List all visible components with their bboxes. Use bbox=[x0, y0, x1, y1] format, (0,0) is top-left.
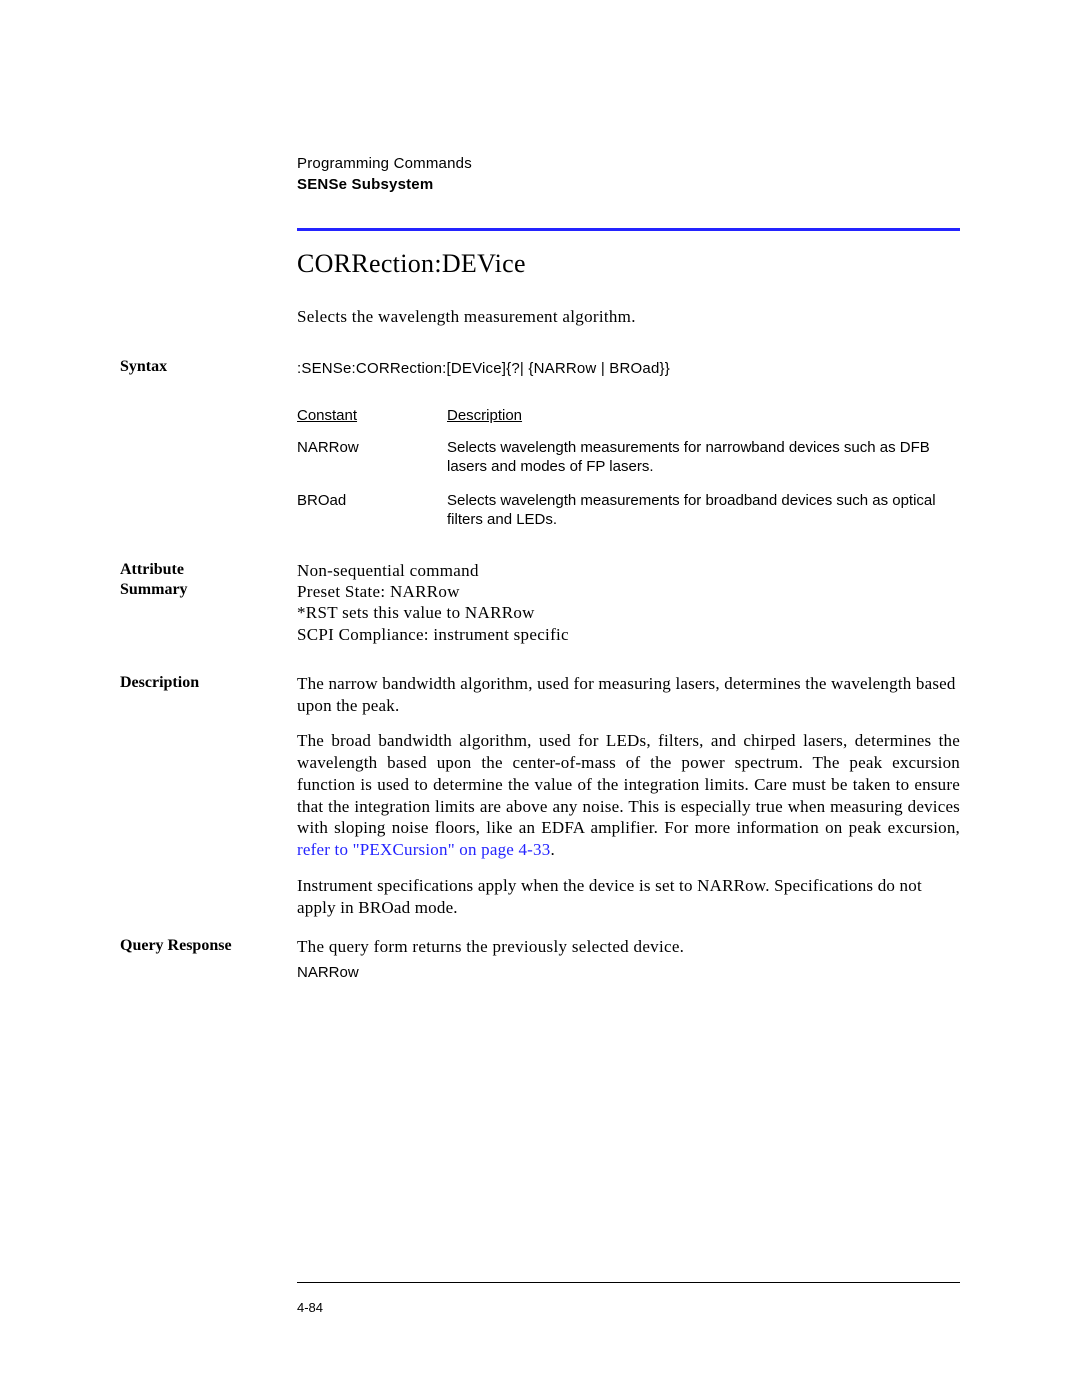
constant-name: BROad bbox=[297, 491, 447, 530]
attribute-row: Attribute Summary Non-sequential command… bbox=[120, 560, 960, 645]
page-header: Programming Commands SENSe Subsystem bbox=[297, 155, 960, 193]
page: Programming Commands SENSe Subsystem COR… bbox=[0, 0, 1080, 1397]
command-title: CORRection:DEVice bbox=[297, 249, 960, 279]
description-row: Description The narrow bandwidth algorit… bbox=[120, 673, 960, 919]
command-intro: Selects the wavelength measurement algor… bbox=[297, 307, 960, 327]
description-para-2-text: The broad bandwidth algorithm, used for … bbox=[297, 731, 960, 837]
attribute-line: Non-sequential command bbox=[297, 560, 960, 581]
description-label: Description bbox=[120, 673, 297, 693]
description-content: The narrow bandwidth algorithm, used for… bbox=[297, 673, 960, 919]
breadcrumb: Programming Commands bbox=[297, 155, 960, 172]
attribute-line: Preset State: NARRow bbox=[297, 581, 960, 602]
syntax-text: :SENSe:CORRection:[DEVice]{?| {NARRow | … bbox=[297, 360, 670, 377]
description-para-2: The broad bandwidth algorithm, used for … bbox=[297, 730, 960, 861]
constants-header-constant: Constant bbox=[297, 407, 447, 424]
subsystem-title: SENSe Subsystem bbox=[297, 176, 960, 193]
constants-table: Constant Description NARRow Selects wave… bbox=[297, 407, 960, 530]
description-para-1: The narrow bandwidth algorithm, used for… bbox=[297, 673, 960, 717]
query-row: Query Response The query form returns th… bbox=[120, 936, 960, 982]
pexcursion-link[interactable]: refer to "PEXCursion" on page 4-33 bbox=[297, 840, 550, 859]
constant-desc: Selects wavelength measurements for broa… bbox=[447, 491, 960, 530]
description-para-3: Instrument specifications apply when the… bbox=[297, 875, 960, 919]
footer-rule bbox=[297, 1282, 960, 1283]
attribute-content: Non-sequential command Preset State: NAR… bbox=[297, 560, 960, 645]
constant-desc: Selects wavelength measurements for narr… bbox=[447, 438, 960, 477]
section-rule bbox=[297, 228, 960, 231]
query-example: NARRow bbox=[297, 964, 960, 983]
attribute-line: SCPI Compliance: instrument specific bbox=[297, 624, 960, 645]
constants-header-description: Description bbox=[447, 407, 522, 424]
attribute-label-1: Attribute bbox=[120, 561, 184, 578]
constants-row: BROad Selects wavelength measurements fo… bbox=[297, 491, 960, 530]
constant-name: NARRow bbox=[297, 438, 447, 477]
syntax-label: Syntax bbox=[120, 357, 297, 377]
attribute-line: *RST sets this value to NARRow bbox=[297, 602, 960, 623]
constants-row: NARRow Selects wavelength measurements f… bbox=[297, 438, 960, 477]
syntax-row: Syntax :SENSe:CORRection:[DEVice]{?| {NA… bbox=[120, 357, 960, 379]
query-label: Query Response bbox=[120, 936, 297, 956]
query-content: The query form returns the previously se… bbox=[297, 936, 960, 982]
attribute-label: Attribute Summary bbox=[120, 560, 297, 600]
query-text: The query form returns the previously se… bbox=[297, 936, 960, 957]
constants-header: Constant Description bbox=[297, 407, 960, 424]
attribute-label-2: Summary bbox=[120, 581, 188, 598]
page-number: 4-84 bbox=[297, 1300, 323, 1315]
description-para-2-post: . bbox=[550, 840, 554, 859]
